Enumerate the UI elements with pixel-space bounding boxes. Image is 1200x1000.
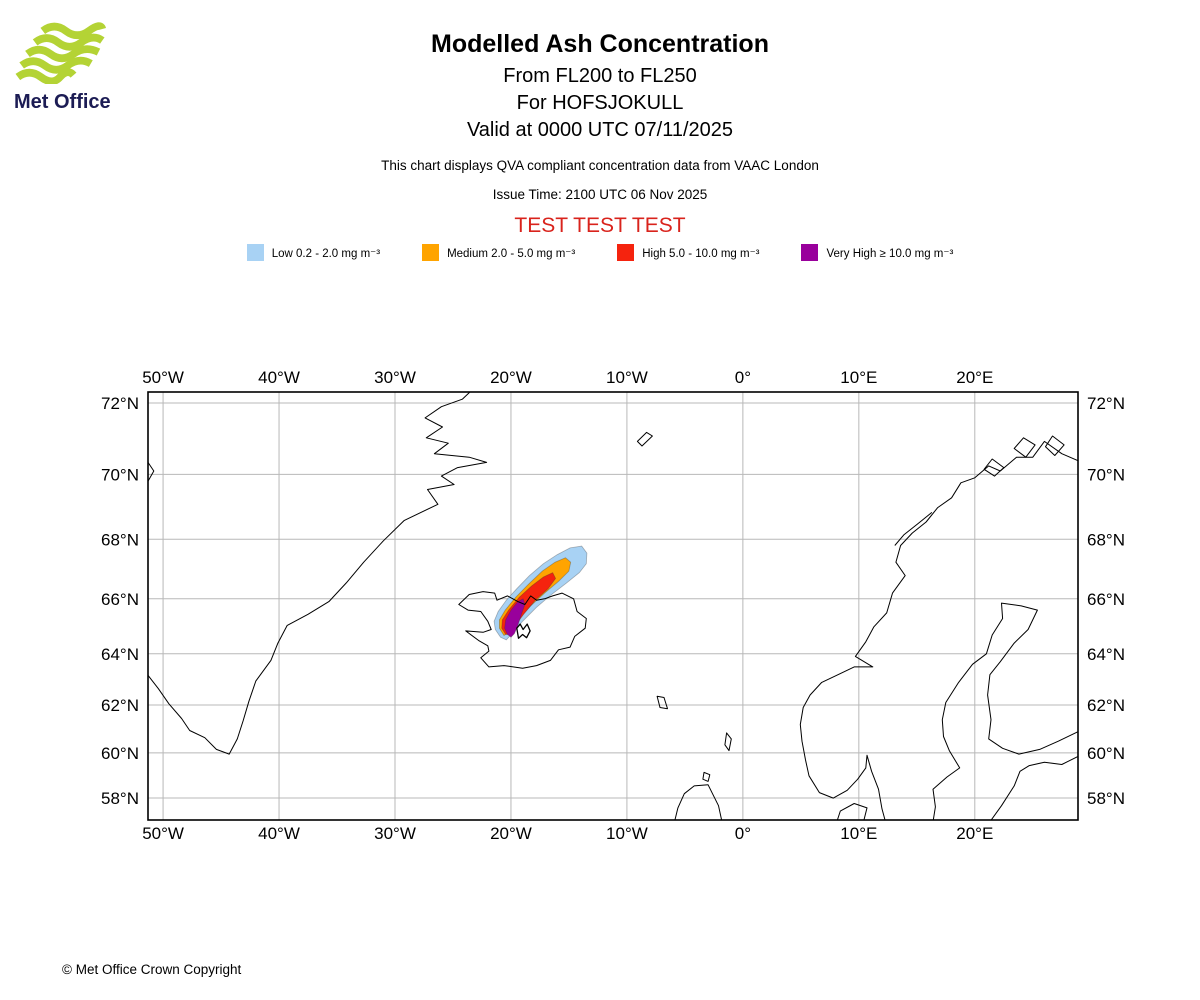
lat-tick-label-right: 64°N	[1087, 645, 1125, 664]
grid-lines	[148, 392, 1078, 820]
coastline	[894, 512, 933, 546]
lon-tick-label-top: 40°W	[258, 368, 300, 387]
lat-tick-label-right: 68°N	[1087, 530, 1125, 549]
volcano-line: For HOFSJOKULL	[516, 92, 684, 114]
flight-levels-line: From FL200 to FL250	[503, 65, 697, 87]
lat-tick-label-left: 70°N	[101, 465, 139, 484]
source-volcano-marker	[516, 623, 531, 639]
coastline	[458, 591, 587, 669]
lat-tick-label-left: 66°N	[101, 590, 139, 609]
lon-tick-label-bottom: 40°W	[258, 824, 300, 843]
lon-tick-label-top: 30°W	[374, 368, 416, 387]
coastline	[932, 602, 1078, 820]
met-office-wordmark: Met Office	[14, 91, 111, 113]
lon-tick-label-top: 10°W	[606, 368, 648, 387]
coastline	[990, 755, 1078, 820]
lat-tick-label-right: 66°N	[1087, 590, 1125, 609]
ash-layer-medium	[499, 557, 572, 637]
coastline	[799, 440, 1078, 820]
issue-time: Issue Time: 2100 UTC 06 Nov 2025	[492, 187, 708, 202]
coastline	[724, 732, 732, 752]
legend-swatch-high	[617, 244, 635, 261]
lat-tick-label-right: 72°N	[1087, 394, 1125, 413]
lon-tick-label-top: 20°E	[956, 368, 993, 387]
lat-tick-label-left: 72°N	[101, 394, 139, 413]
ash-layer-very-high	[504, 598, 526, 638]
lat-tick-label-right: 62°N	[1087, 696, 1125, 715]
lon-tick-label-bottom: 50°W	[142, 824, 184, 843]
lon-tick-label-top: 50°W	[142, 368, 184, 387]
lon-tick-label-bottom: 20°W	[490, 824, 532, 843]
met-office-swoosh-icon	[15, 22, 107, 86]
lon-tick-label-bottom: 0°	[735, 824, 751, 843]
valid-time-line: Valid at 0000 UTC 07/11/2025	[466, 119, 734, 141]
coastline	[1045, 435, 1065, 456]
coastline	[702, 771, 711, 782]
coastline	[148, 461, 155, 483]
legend-item-low: Low 0.2 - 2.0 mg m⁻³	[246, 244, 381, 261]
legend-item-medium: Medium 2.0 - 5.0 mg m⁻³	[422, 244, 575, 261]
legend-swatch-low	[246, 244, 264, 261]
legend-label: Medium 2.0 - 5.0 mg m⁻³	[447, 247, 576, 260]
lat-tick-label-left: 60°N	[101, 744, 139, 763]
coastline	[836, 803, 868, 820]
legend-label: Low 0.2 - 2.0 mg m⁻³	[271, 247, 381, 260]
ash-layer-high	[501, 572, 557, 635]
test-banner: TEST TEST TEST	[514, 214, 686, 237]
lon-tick-label-top: 20°W	[490, 368, 532, 387]
legend-swatch-very-high	[801, 244, 819, 261]
lat-tick-label-right: 70°N	[1087, 465, 1125, 484]
lat-tick-label-right: 58°N	[1087, 789, 1125, 808]
coastline	[1013, 437, 1036, 458]
legend-item-very-high: Very High ≥ 10.0 mg m⁻³	[801, 244, 953, 261]
qva-description: This chart displays QVA compliant concen…	[381, 158, 819, 173]
legend-swatch-medium	[422, 244, 440, 261]
lon-tick-label-bottom: 10°E	[840, 824, 877, 843]
copyright-notice: © Met Office Crown Copyright	[62, 962, 242, 977]
lat-tick-label-left: 58°N	[101, 789, 139, 808]
lon-tick-label-bottom: 10°W	[606, 824, 648, 843]
coastline	[656, 695, 668, 710]
lon-tick-label-bottom: 20°E	[956, 824, 993, 843]
lat-tick-label-left: 64°N	[101, 645, 139, 664]
legend-label: High 5.0 - 10.0 mg m⁻³	[642, 247, 760, 260]
coastline	[148, 392, 488, 755]
chart-header: Modelled Ash Concentration From FL200 to…	[0, 30, 1200, 238]
met-office-logo: Met Office	[14, 22, 124, 114]
coastline	[674, 784, 723, 820]
lat-tick-label-left: 62°N	[101, 696, 139, 715]
map-border	[147, 391, 1079, 821]
lon-tick-label-top: 10°E	[840, 368, 877, 387]
legend-label: Very High ≥ 10.0 mg m⁻³	[826, 247, 954, 260]
lat-tick-label-left: 68°N	[101, 530, 139, 549]
lat-tick-label-right: 60°N	[1087, 744, 1125, 763]
chart-title: Modelled Ash Concentration	[431, 30, 769, 58]
legend-item-high: High 5.0 - 10.0 mg m⁻³	[617, 244, 759, 261]
coastline	[983, 458, 1005, 477]
coastline	[636, 431, 653, 447]
lon-tick-label-top: 0°	[735, 368, 751, 387]
legend: Low 0.2 - 2.0 mg m⁻³ Medium 2.0 - 5.0 mg …	[0, 244, 1200, 261]
lon-tick-label-bottom: 30°W	[374, 824, 416, 843]
ash-layer-low	[493, 545, 588, 641]
